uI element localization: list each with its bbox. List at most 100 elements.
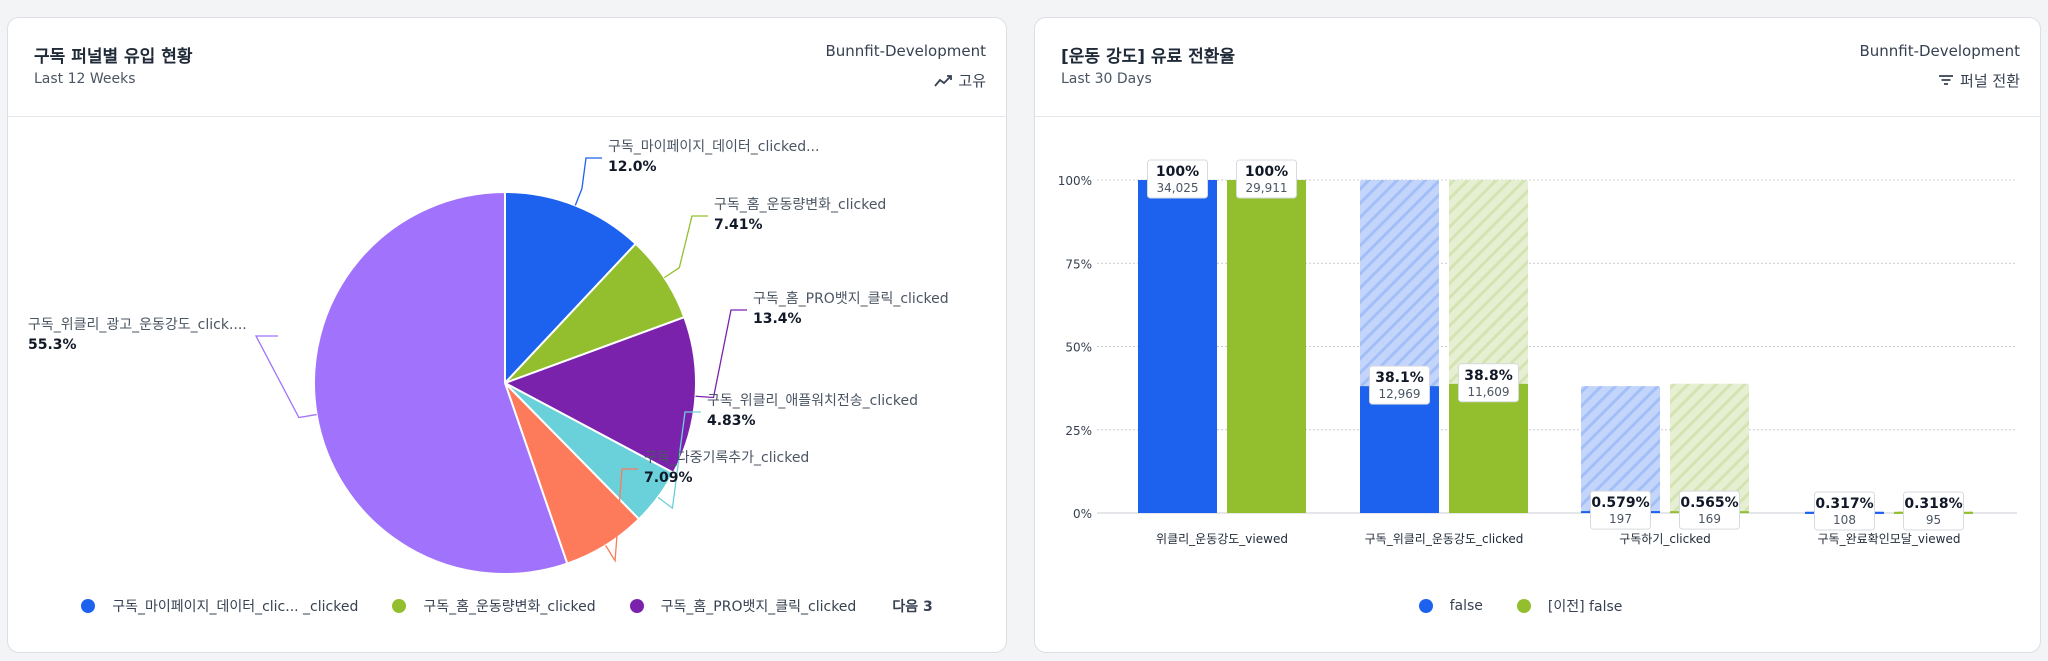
legend-item-home-pro-badge[interactable]: 구독_홈_PRO뱃지_클릭_clicked <box>629 596 857 616</box>
bar-previous-false[interactable] <box>1227 180 1306 513</box>
y-tick-label: 0% <box>1073 507 1092 521</box>
bar-label-box <box>1590 490 1651 530</box>
pie-leader-line <box>574 157 602 206</box>
pie-legend: 구독_마이페이지_데이터_clic... _clicked 구독_홈_운동량변화… <box>8 596 1006 616</box>
bar-label-box <box>1369 365 1430 405</box>
pie-slice-value: 12.0% <box>608 159 657 175</box>
pie-card-date-range: Last 12 Weeks <box>34 71 136 87</box>
pie-chart-card[interactable]: 구독 퍼널별 유입 현황 Last 12 Weeks Bunnfit-Devel… <box>7 17 1007 653</box>
legend-dot-icon <box>1516 599 1531 613</box>
pie-leader-line <box>254 335 317 419</box>
pie-slice-label: 구독_홈_운동량변화_clicked <box>714 197 886 213</box>
bar-label-box <box>1147 159 1208 199</box>
funnel-card-date-range: Last 30 Days <box>1061 71 1152 87</box>
x-category-label: 구독_완료확인모달_viewed <box>1818 532 1961 546</box>
bar-value-label: 0.318%95 <box>1903 491 1964 531</box>
legend-dot-icon <box>392 599 407 613</box>
bar-percent-label: 100% <box>1245 164 1288 180</box>
bar-percent-label: 0.579% <box>1591 495 1649 511</box>
funnel-card-title[interactable]: [운동 강도] 유료 전환율 <box>1061 47 1236 67</box>
pie-card-metric-label: 고유 <box>958 72 986 90</box>
bar-value-label: 38.8%11,609 <box>1458 363 1519 403</box>
bar-value-label: 38.1%12,969 <box>1369 365 1430 405</box>
legend-dot-icon <box>1418 599 1433 613</box>
bar-label-box <box>1679 490 1740 530</box>
funnel-legend: false [이전] false <box>1035 596 2040 616</box>
legend-item-previous-false[interactable]: [이전] false <box>1516 596 1623 616</box>
bar-false[interactable] <box>1360 386 1439 513</box>
legend-dot-icon <box>81 599 96 613</box>
legend-item-home-exercise-change[interactable]: 구독_홈_운동량변화_clicked <box>392 596 596 616</box>
trend-line-icon <box>934 74 953 87</box>
x-category-label: 위클리_운동강도_viewed <box>1156 532 1288 546</box>
bar-percent-label: 38.1% <box>1375 370 1424 386</box>
y-tick-label: 75% <box>1065 257 1092 271</box>
pie-slice-label: 구독_홈_PRO뱃지_클릭_clicked <box>753 291 949 307</box>
legend-item-false[interactable]: false <box>1418 598 1483 614</box>
bar-dropoff-false[interactable] <box>1360 180 1439 387</box>
pie-slice-value: 7.09% <box>644 470 693 486</box>
bar-count-label: 197 <box>1609 512 1632 526</box>
funnel-card-header: [운동 강도] 유료 전환율 Last 30 Days Bunnfit-Deve… <box>1035 18 2040 117</box>
legend-label: 구독_마이페이지_데이터_clic... _clicked <box>112 599 359 615</box>
pie-slice-value: 7.41% <box>714 217 763 233</box>
pie-card-title[interactable]: 구독 퍼널별 유입 현황 <box>34 47 193 67</box>
bar-percent-label: 0.317% <box>1815 496 1873 512</box>
pie-slice-label: 구독_다중기록추가_clicked <box>644 450 809 466</box>
y-tick-label: 100% <box>1058 174 1092 188</box>
bar-count-label: 11,609 <box>1468 385 1510 399</box>
bar-value-label: 100%29,911 <box>1236 159 1297 199</box>
pie-leader-line <box>695 309 747 399</box>
x-category-label: 구독하기_clicked <box>1619 532 1711 546</box>
pie-slice-mypage[interactable] <box>504 190 638 386</box>
pie-slice-value: 55.3% <box>28 337 77 353</box>
pie-card-header: 구독 퍼널별 유입 현황 Last 12 Weeks Bunnfit-Devel… <box>8 18 1006 117</box>
bar-value-label: 100%34,025 <box>1147 159 1208 199</box>
pie-leader-line <box>657 411 701 510</box>
bar-count-label: 95 <box>1926 513 1941 527</box>
x-category-label: 구독_위클리_운동강도_clicked <box>1365 532 1524 546</box>
bar-count-label: 108 <box>1833 513 1856 527</box>
pie-leader-line <box>605 468 638 563</box>
bar-dropoff-false[interactable] <box>1581 386 1660 512</box>
bar-percent-label: 0.318% <box>1904 496 1962 512</box>
bar-label-box <box>1814 491 1875 531</box>
bar-dropoff-previous-false[interactable] <box>1449 180 1528 384</box>
legend-dot-icon <box>629 599 644 613</box>
bar-percent-label: 0.565% <box>1680 495 1738 511</box>
bar-label-box <box>1236 159 1297 199</box>
pie-slice-value: 13.4% <box>753 311 802 327</box>
pie-card-metric-type: 고유 <box>934 70 986 91</box>
legend-label: [이전] false <box>1547 599 1623 615</box>
bar-value-label: 0.317%108 <box>1814 491 1875 531</box>
bar-percent-label: 38.8% <box>1464 368 1513 384</box>
funnel-card-metric-type: 퍼널 전환 <box>1938 70 2020 91</box>
pie-slice-value: 4.83% <box>707 413 756 429</box>
y-tick-label: 50% <box>1065 341 1092 355</box>
funnel-chart-card[interactable]: [운동 강도] 유료 전환율 Last 30 Days Bunnfit-Deve… <box>1034 17 2041 653</box>
funnel-card-metric-label: 퍼널 전환 <box>1960 72 2020 90</box>
bar-percent-label: 100% <box>1156 164 1199 180</box>
bar-value-label: 0.579%197 <box>1590 490 1651 530</box>
bar-count-label: 34,025 <box>1157 181 1199 195</box>
bar-false[interactable] <box>1138 180 1217 513</box>
funnel-icon <box>1939 74 1954 85</box>
pie-card-project: Bunnfit-Development <box>825 42 986 60</box>
legend-item-mypage[interactable]: 구독_마이페이지_데이터_clic... _clicked <box>81 596 358 616</box>
y-tick-label: 25% <box>1065 424 1092 438</box>
bar-value-label: 0.565%169 <box>1679 490 1740 530</box>
legend-next-page-button[interactable]: 다음 3 <box>892 599 933 615</box>
pie-slice-label: 구독_마이페이지_데이터_clicked... <box>608 139 819 155</box>
pie-leader-line <box>663 215 708 279</box>
bar-previous-false[interactable] <box>1449 383 1528 513</box>
bar-label-box <box>1458 363 1519 403</box>
pie-slice-label: 구독_위클리_애플워치전송_clicked <box>707 393 918 409</box>
pie-slice-label: 구독_위클리_광고_운동강도_click.... <box>28 317 247 333</box>
legend-label: 구독_홈_PRO뱃지_클릭_clicked <box>660 599 857 615</box>
bar-dropoff-previous-false[interactable] <box>1670 383 1749 512</box>
pie-chart: 구독_마이페이지_데이터_clicked... 12.0% 구독_홈_운동량변화_c… <box>28 139 949 575</box>
legend-label: false <box>1449 598 1483 614</box>
funnel-bar-chart: 0%25%50%75%100%100%34,025100%29,911위클리_운… <box>1058 159 2017 546</box>
bar-count-label: 12,969 <box>1379 387 1421 401</box>
funnel-card-project: Bunnfit-Development <box>1859 42 2020 60</box>
